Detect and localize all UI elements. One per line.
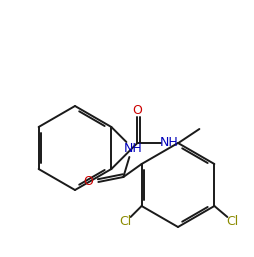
Text: O: O: [83, 176, 93, 188]
Text: Cl: Cl: [119, 216, 131, 228]
Text: NH: NH: [123, 142, 142, 155]
Text: NH: NH: [159, 136, 178, 150]
Text: O: O: [132, 104, 142, 116]
Text: Cl: Cl: [225, 216, 237, 228]
